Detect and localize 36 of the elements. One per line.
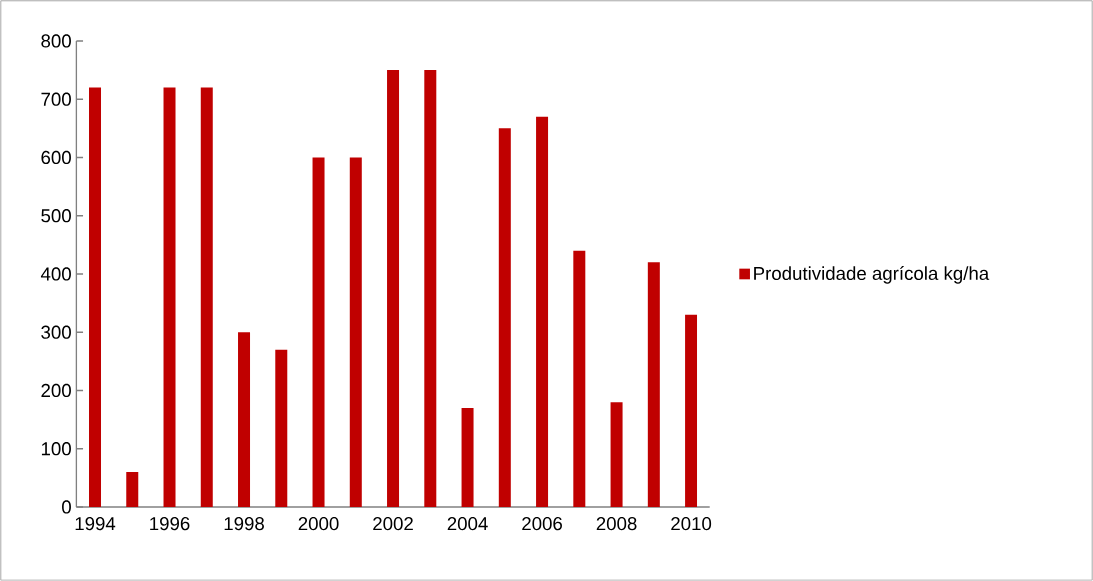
bar xyxy=(536,116,549,507)
bar xyxy=(498,128,511,507)
bar xyxy=(89,87,102,507)
x-tick-label: 2008 xyxy=(596,517,637,531)
y-tick-label: 600 xyxy=(41,150,71,165)
bar xyxy=(200,87,213,507)
bar xyxy=(424,70,437,507)
bar xyxy=(573,250,586,507)
y-tick-label: 700 xyxy=(41,92,71,106)
y-tick-label: 500 xyxy=(41,209,71,223)
bar xyxy=(647,262,660,507)
bar xyxy=(685,314,698,507)
x-tick-label: 1994 xyxy=(75,517,116,531)
x-tick-label: 2002 xyxy=(373,517,413,531)
bar xyxy=(275,349,288,507)
y-tick-label: 300 xyxy=(41,325,71,339)
bar xyxy=(238,332,251,507)
bar xyxy=(312,157,325,507)
x-tick-label: 2000 xyxy=(298,517,339,531)
bar xyxy=(126,472,139,507)
x-tick-label: 1998 xyxy=(224,517,264,531)
x-tick-label: 1996 xyxy=(150,517,190,531)
bar xyxy=(610,402,623,507)
bar xyxy=(461,407,474,507)
bar xyxy=(349,157,362,507)
bar xyxy=(163,87,176,507)
y-tick-label: 0 xyxy=(62,500,71,514)
y-tick-label: 800 xyxy=(41,34,71,48)
x-tick-label: 2006 xyxy=(522,517,562,531)
bar xyxy=(387,70,400,507)
y-tick-label: 200 xyxy=(41,383,71,398)
x-tick-label: 2010 xyxy=(671,517,712,531)
y-tick-label: 100 xyxy=(41,442,71,456)
legend-label: Produtividade agrícola kg/ha xyxy=(754,266,990,284)
x-tick-label: 2004 xyxy=(447,517,488,531)
y-tick-label: 400 xyxy=(40,267,71,281)
